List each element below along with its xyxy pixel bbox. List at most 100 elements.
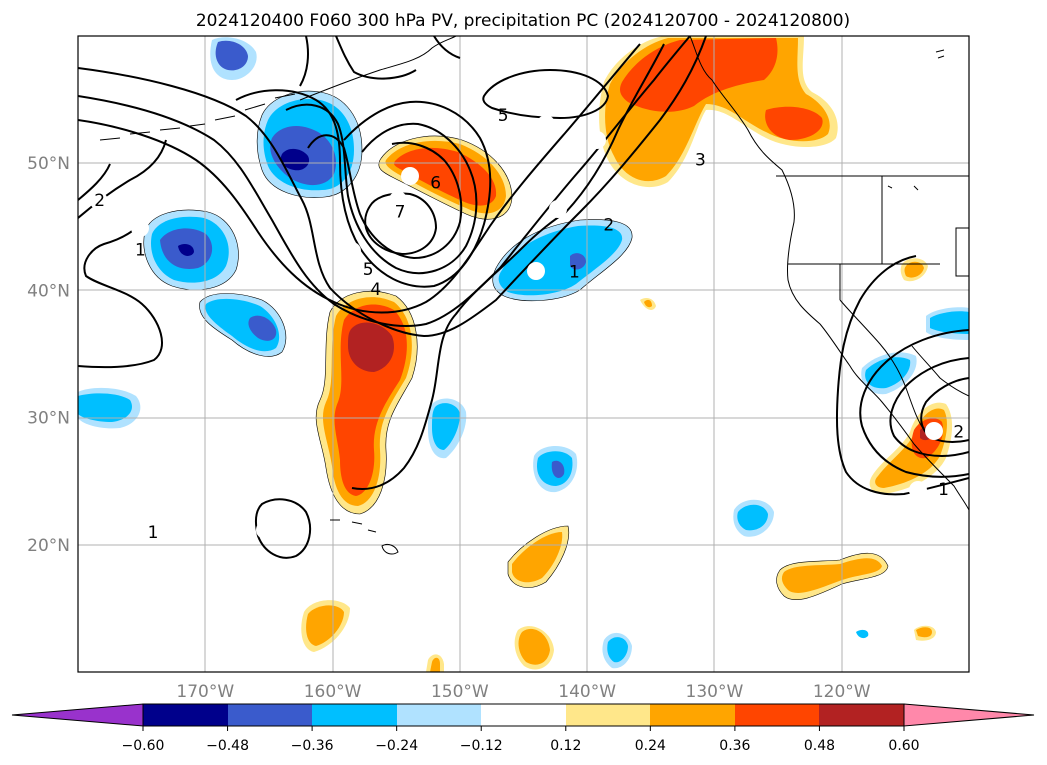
precip-outline: [776, 552, 889, 600]
pv-contour-label: 2: [953, 423, 964, 443]
colorbar-tick-label: 0.48: [804, 738, 835, 754]
precip-negative-region: [78, 393, 132, 422]
pv-contour-label: 1: [148, 523, 159, 543]
colorbar: −0.60 −0.48 −0.36 −0.24 −0.12 0.12 0.24 0.36 0.4…: [11, 703, 1035, 754]
north-america-coastline: [689, 36, 969, 511]
contour-label-halo: [343, 242, 361, 260]
pv-contour-1: [78, 36, 707, 338]
pv-contour-6: [307, 134, 463, 260]
contour-label-halo: [350, 267, 368, 285]
precip-negative-region: [498, 225, 623, 296]
precip-negative-region: [280, 148, 310, 171]
contour-label-halo: [90, 192, 108, 210]
colorbar-tick-label: 0.60: [888, 738, 919, 754]
lon-tick-label: 160°W: [304, 682, 362, 702]
colorbar-tick-label: −0.48: [206, 738, 249, 754]
colorbar-ticks: −0.60 −0.48 −0.36 −0.24 −0.12 0.12 0.24 0.36 0.4…: [122, 726, 920, 754]
pv-contour-label: 1: [938, 480, 949, 500]
aleutian-islands: [99, 93, 296, 141]
colorbar-segment: [735, 704, 819, 726]
state-border: [955, 227, 969, 277]
pv-contour-10: [351, 43, 665, 490]
precip-negative-region: [865, 357, 911, 389]
pv-contour-label: 6: [430, 173, 441, 193]
precip-outline: [492, 219, 633, 302]
colorbar-segment: [566, 704, 650, 726]
contour-label-halos: [90, 115, 943, 539]
colorbar-tick-label: −0.24: [375, 738, 418, 754]
precip-negative-region: [930, 311, 969, 334]
pv-contour-14: [859, 329, 969, 478]
pv-contour-label: 1: [569, 262, 580, 282]
colorbar-tick-label: 0.24: [635, 738, 666, 754]
pv-contour-12: [482, 68, 610, 120]
contour-label-halo: [256, 521, 274, 539]
precip-positive-region: [348, 322, 394, 372]
pv-contour-2: [78, 36, 691, 327]
pv-contour-17: [835, 255, 969, 496]
pv-contour-13: [299, 36, 461, 87]
island-outline: [887, 49, 945, 191]
precip-positive-region: [916, 627, 932, 638]
map-frame: [77, 35, 970, 673]
lon-tick-label: 140°W: [558, 682, 616, 702]
colorbar-segment: [312, 704, 397, 726]
precip-positive-region: [904, 261, 924, 278]
colorbar-segment: [397, 704, 481, 726]
colorbar-segment: [228, 704, 312, 726]
pv-contour-label: 1: [135, 241, 146, 261]
precip-positive-region: [430, 657, 440, 672]
gulf-coastline: [911, 345, 969, 397]
contour-label-halo: [131, 219, 149, 237]
precip-negative-region: [551, 460, 565, 478]
precip-positive-region: [781, 558, 882, 593]
lat-tick-label: 40°N: [27, 281, 70, 301]
contour-label-halo: [588, 131, 606, 149]
pv-contour-8: [78, 139, 167, 219]
precip-positive-region: [765, 106, 823, 140]
pv-contour-5: [285, 103, 478, 275]
pv-contour-label: 3: [695, 150, 706, 170]
colorbar-outline: [142, 703, 905, 727]
pv-contour-label: 7: [395, 203, 406, 223]
baja-coastline: [839, 299, 925, 431]
contour-label-halo: [537, 115, 555, 133]
hawaii-islands: [330, 519, 399, 555]
precip-outline: [199, 293, 287, 357]
colorbar-segment: [143, 704, 228, 726]
lon-tick-label: 150°W: [431, 682, 489, 702]
colorbar-tick-label: 0.12: [550, 738, 581, 754]
alaska-coastline: [299, 36, 457, 101]
colorbar-segment: [481, 704, 566, 726]
contour-label-halo: [909, 481, 927, 499]
pv-contour-15: [889, 357, 969, 458]
precip-negative-region: [856, 629, 869, 639]
contour-label-halo: [389, 191, 407, 209]
precip-positive-region: [518, 628, 550, 665]
lon-tick-label: 120°W: [813, 682, 871, 702]
precip-negative-region: [248, 315, 277, 341]
pv-contour-label: 2: [603, 215, 614, 235]
latitude-tick-labels: 20°N 30°N 40°N 50°N: [27, 154, 70, 556]
contour-label-halo: [527, 262, 545, 280]
lat-tick-label: 50°N: [27, 154, 70, 174]
colorbar-tick-label: −0.36: [291, 738, 334, 754]
pv-contours: [78, 36, 969, 559]
precip-outline: [143, 209, 239, 291]
precip-positive-region: [394, 147, 497, 206]
lon-tick-label: 170°W: [176, 682, 234, 702]
colorbar-segment: [650, 704, 735, 726]
precip-outline: [507, 525, 570, 588]
precip-outline: [256, 90, 363, 198]
contour-label-halo: [549, 200, 567, 218]
contour-label-halo: [401, 167, 419, 185]
pv-contour-label: 5: [363, 260, 374, 280]
longitude-tick-labels: 170°W 160°W 150°W 140°W 130°W 120°W: [176, 682, 870, 702]
precip-positive-region: [306, 605, 344, 646]
chart-title: 2024120400 F060 300 hPa PV, precipitatio…: [196, 11, 850, 31]
precip-outline: [315, 290, 418, 515]
lon-tick-label: 130°W: [686, 682, 744, 702]
